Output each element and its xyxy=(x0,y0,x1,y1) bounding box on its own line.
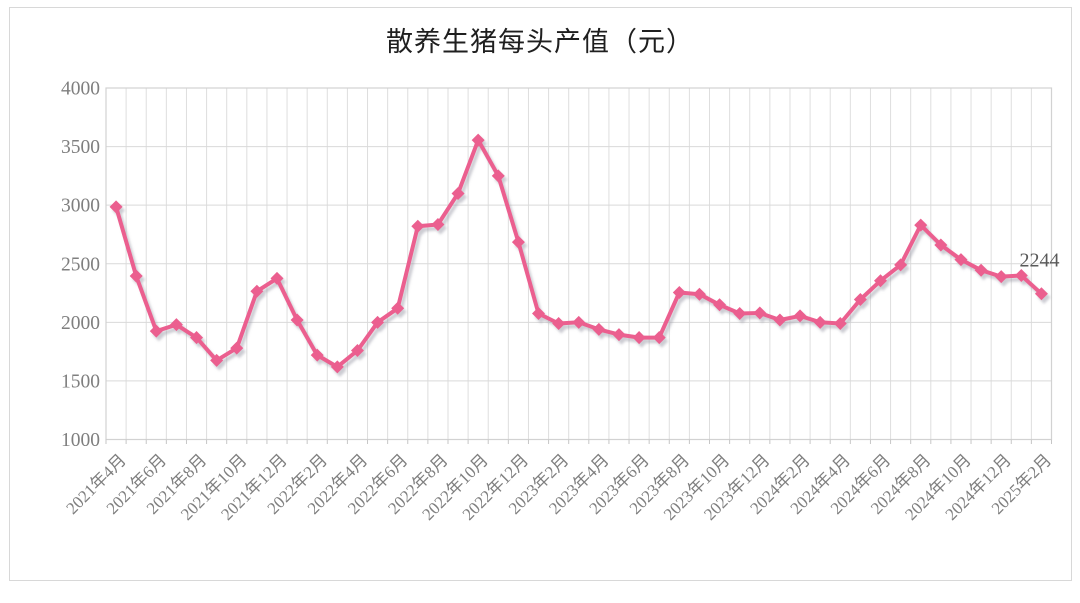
data-point-marker xyxy=(552,316,566,331)
data-point-marker xyxy=(511,235,525,249)
data-point-marker xyxy=(270,271,284,285)
data-point-marker xyxy=(350,343,364,357)
data-point-marker xyxy=(250,284,264,298)
data-point-marker xyxy=(411,219,425,233)
data-point-marker xyxy=(934,238,948,252)
y-axis-tick-label: 1000 xyxy=(61,430,100,451)
y-axis-tick-label: 3000 xyxy=(61,196,100,217)
data-point-marker xyxy=(290,313,304,327)
data-point-marker xyxy=(532,307,546,321)
last-point-data-label: 2244 xyxy=(1019,250,1059,272)
y-axis-tick-label: 4000 xyxy=(61,79,100,100)
chart-title: 散养生猪每头产值（元） xyxy=(386,27,694,57)
data-point-marker xyxy=(632,331,646,345)
data-point-marker xyxy=(672,285,686,299)
data-point-marker xyxy=(652,331,666,345)
data-point-marker xyxy=(310,348,324,362)
data-point-marker xyxy=(833,316,847,331)
data-point-marker xyxy=(853,292,867,306)
data-point-marker xyxy=(572,315,586,329)
data-point-marker xyxy=(873,274,888,288)
data-point-marker xyxy=(592,322,606,336)
data-point-marker xyxy=(813,315,827,329)
data-point-marker xyxy=(230,341,244,355)
data-point-marker xyxy=(612,328,626,342)
data-point-marker xyxy=(894,258,908,272)
data-point-marker xyxy=(793,309,807,323)
data-point-marker xyxy=(713,298,727,312)
data-point-marker xyxy=(974,263,988,277)
data-point-marker xyxy=(471,133,485,147)
data-point-marker xyxy=(371,315,385,329)
data-point-marker xyxy=(773,313,787,327)
y-axis-tick-label: 3500 xyxy=(61,137,100,158)
data-point-marker xyxy=(149,324,163,338)
data-point-marker xyxy=(391,301,405,315)
data-point-marker xyxy=(169,318,183,332)
data-point-marker xyxy=(109,200,123,214)
data-point-marker xyxy=(330,360,344,374)
data-point-marker xyxy=(431,217,445,232)
series-line xyxy=(114,138,1044,369)
y-axis-tick-label: 2500 xyxy=(61,254,100,275)
data-series xyxy=(109,133,1048,374)
data-point-marker xyxy=(692,287,706,301)
data-point-marker xyxy=(954,253,968,267)
figure-border xyxy=(9,7,1072,581)
data-point-marker xyxy=(210,353,224,367)
data-point-marker xyxy=(451,186,465,200)
y-axis-tick-label: 1500 xyxy=(61,371,100,392)
y-axis-tick-label: 2000 xyxy=(61,313,100,334)
plot-area-border xyxy=(105,87,1053,441)
data-point-marker xyxy=(129,269,143,283)
data-point-marker xyxy=(914,218,928,232)
data-point-marker xyxy=(1014,268,1028,282)
data-point-marker xyxy=(994,270,1008,284)
data-point-marker xyxy=(733,307,747,321)
data-point-marker xyxy=(190,331,204,345)
data-point-marker xyxy=(753,306,767,320)
data-point-marker xyxy=(491,169,505,183)
